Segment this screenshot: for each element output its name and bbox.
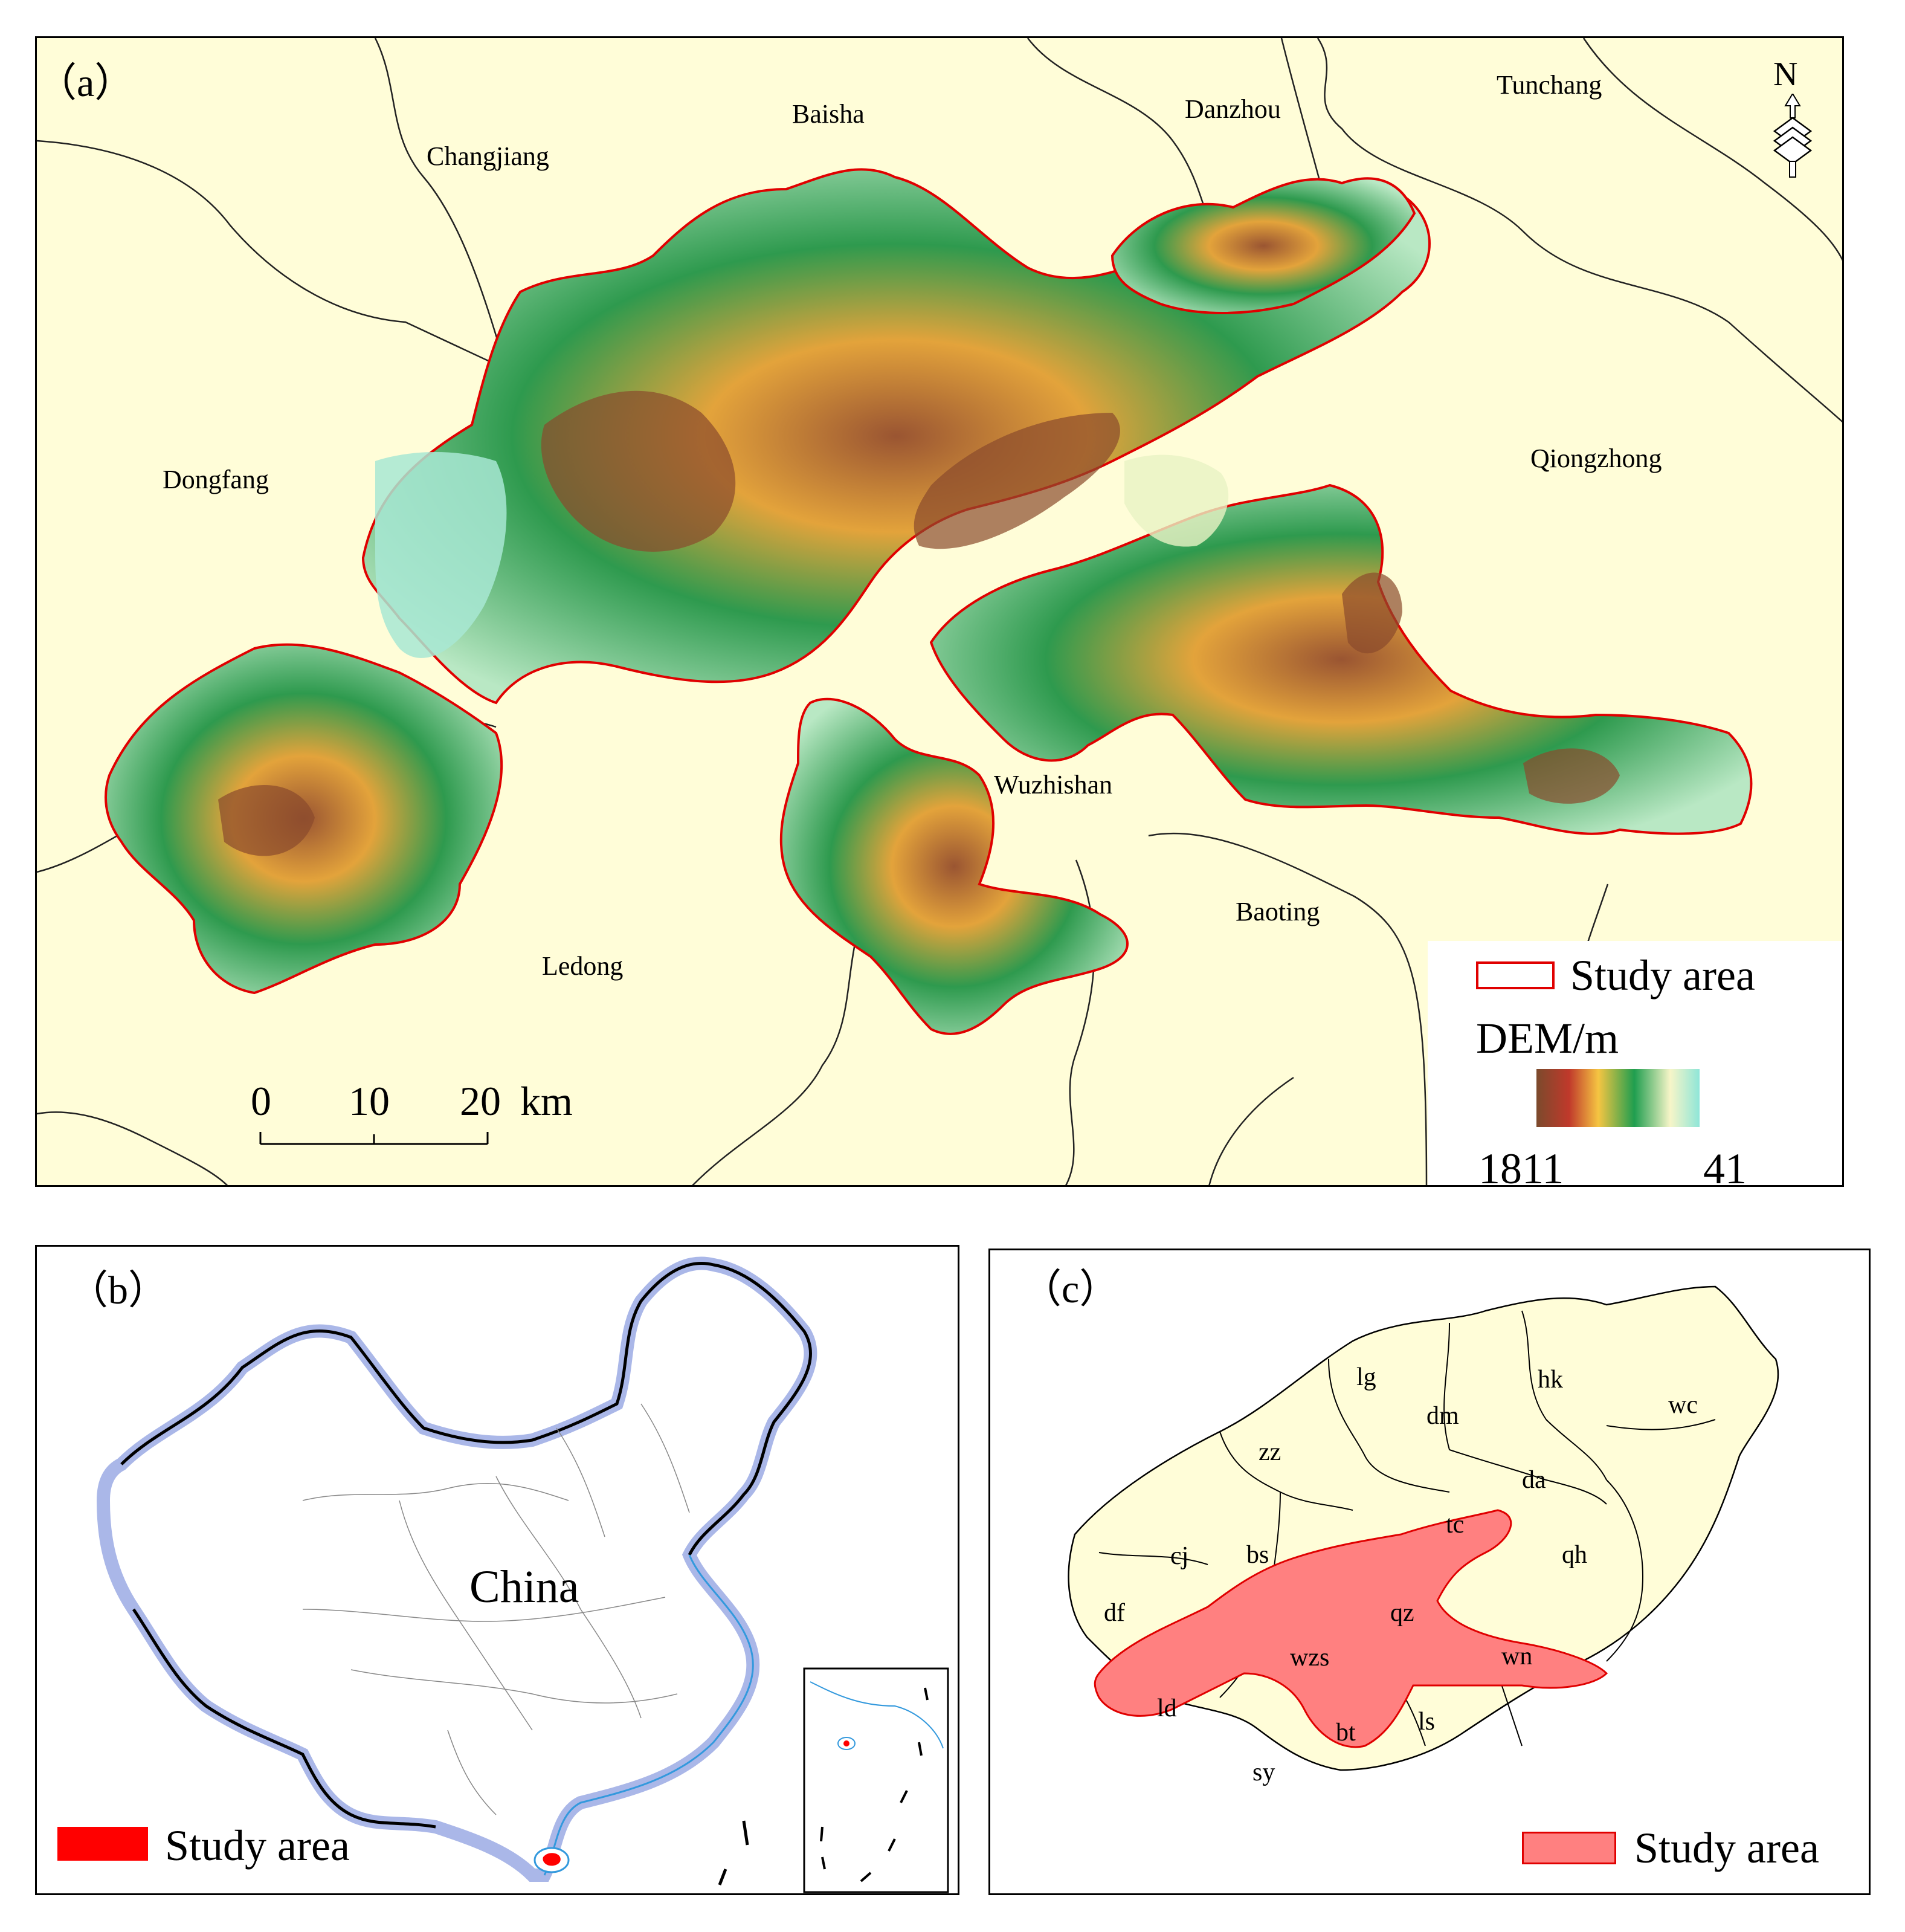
county-qz: qz	[1390, 1599, 1414, 1627]
county-bt: bt	[1336, 1719, 1356, 1746]
legend-dem-max: 1811	[1478, 1145, 1564, 1187]
place-label-ledong: Ledong	[542, 951, 624, 981]
china-outline	[96, 1256, 817, 1882]
place-label-tunchang: Tunchang	[1497, 70, 1602, 100]
south-china-sea-inset	[803, 1667, 949, 1893]
county-cj: cj	[1170, 1542, 1189, 1570]
county-da: da	[1522, 1466, 1546, 1494]
place-label-changjiang: Changjiang	[427, 141, 549, 171]
panel-b-label: （b）	[68, 1268, 168, 1313]
county-qh: qh	[1562, 1541, 1587, 1569]
legend-c-study-area: Study area	[1634, 1824, 1819, 1872]
study-area-marker-b	[543, 1853, 561, 1866]
legend-study-area-label: Study area	[1570, 951, 1755, 1000]
study-area-c	[1094, 1509, 1608, 1748]
place-label-danzhou: Danzhou	[1185, 94, 1281, 124]
place-label-wuzhishan: Wuzhishan	[994, 770, 1113, 800]
panel-c-label: （c）	[1022, 1267, 1120, 1311]
study-area-dem	[105, 168, 1753, 1035]
legend-dem-min: 41	[1703, 1145, 1747, 1187]
country-label-china: China	[469, 1562, 579, 1612]
panel-b-map-canvas	[96, 1256, 949, 1893]
panel-a-dem-map: （a） Baisha Danzhou Tunchang Changjiang D…	[35, 36, 1844, 1187]
county-lg: lg	[1356, 1363, 1376, 1391]
place-label-baoting: Baoting	[1236, 897, 1320, 926]
county-hk: hk	[1538, 1366, 1563, 1394]
inset-content	[810, 1681, 944, 1882]
panel-c-map-canvas	[1068, 1285, 1779, 1771]
scale-tick-10: 10	[349, 1078, 390, 1124]
legend-dem-colorbar	[1536, 1069, 1700, 1127]
place-label-dongfang: Dongfang	[163, 465, 269, 494]
scale-tick-20: 20	[460, 1078, 501, 1124]
legend-study-area-swatch	[1476, 961, 1555, 989]
scale-unit: km	[520, 1078, 573, 1124]
scale-tick-0: 0	[251, 1078, 271, 1124]
panel-a-map-canvas	[37, 38, 1842, 1185]
legend-b-swatch	[57, 1827, 148, 1861]
county-sy: sy	[1252, 1759, 1275, 1786]
legend-b-study-area: Study area	[165, 1821, 350, 1870]
north-arrow: N	[1768, 55, 1817, 178]
scale-bar: 0 10 20 km	[242, 1077, 605, 1150]
county-df: df	[1104, 1599, 1125, 1627]
panel-c-hainan-map: （c） lg dm hk wc zz da tc cj bs qh df qz …	[988, 1249, 1871, 1895]
county-zz: zz	[1259, 1438, 1281, 1466]
legend-dem-title: DEM/m	[1476, 1014, 1619, 1062]
county-dm: dm	[1426, 1402, 1459, 1430]
place-label-qiongzhong: Qiongzhong	[1530, 444, 1662, 473]
coastline	[543, 1554, 754, 1876]
panel-b-china-map: （b） China Study area	[35, 1245, 959, 1895]
county-tc: tc	[1446, 1511, 1465, 1539]
place-label-baisha: Baisha	[792, 99, 865, 129]
scale-bar-line	[259, 1132, 489, 1145]
north-arrow-icon	[1773, 94, 1813, 178]
county-wzs: wzs	[1290, 1644, 1330, 1672]
panel-a-legend: Study area DEM/m 1811 41	[1428, 941, 1842, 1187]
county-wn: wn	[1501, 1643, 1533, 1670]
south-china-sea-dashes	[718, 1820, 749, 1885]
county-ls: ls	[1418, 1708, 1436, 1736]
legend-c-swatch	[1522, 1832, 1616, 1864]
county-bs: bs	[1246, 1541, 1269, 1569]
county-ld: ld	[1157, 1695, 1177, 1722]
province-boundaries	[302, 1403, 690, 1815]
county-wc: wc	[1668, 1391, 1698, 1419]
north-arrow-letter: N	[1773, 56, 1798, 93]
panel-a-label: （a）	[37, 61, 135, 105]
